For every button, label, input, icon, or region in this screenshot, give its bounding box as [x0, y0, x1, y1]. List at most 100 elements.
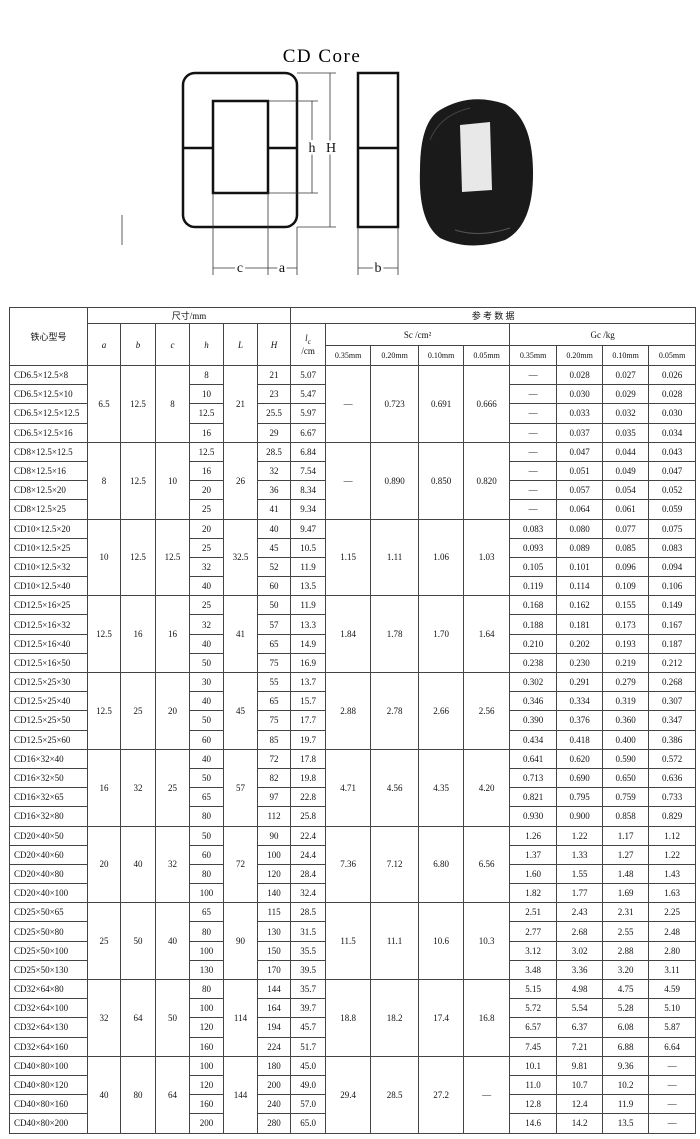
gc-cell: 0.075 [648, 518, 697, 539]
model-cell: CD16×32×65 [9, 787, 88, 808]
dim-cell: 80 [120, 1055, 156, 1134]
dim-cell: 40 [120, 825, 156, 904]
model-cell: CD10×12.5×32 [9, 556, 88, 578]
model-cell: CD8×12.5×16 [9, 460, 88, 482]
gc-cell: 0.733 [648, 787, 697, 808]
model-cell: CD8×12.5×20 [9, 480, 88, 501]
dim-cell: 80 [189, 978, 224, 1000]
gc-cell: 7.21 [556, 1036, 604, 1057]
gc-cell: — [509, 441, 558, 462]
sc-cell: 1.03 [463, 518, 511, 597]
gc-cell: 0.026 [648, 364, 697, 386]
gc-cell: 1.77 [556, 883, 604, 904]
size-header: 0.20mm [370, 345, 420, 366]
sc-cell: 29.4 [325, 1055, 372, 1134]
sc-cell: 11.5 [325, 902, 372, 980]
sc-cell: 2.66 [418, 672, 465, 750]
column-symbol: a [101, 339, 107, 350]
dim-cell: 90 [223, 902, 258, 980]
lc-cell: 22.8 [290, 787, 327, 808]
lc-cell: 14.9 [290, 633, 327, 654]
gc-cell: 1.22 [648, 844, 697, 865]
lc-cell: 24.4 [290, 844, 327, 865]
gc-cell: 0.043 [648, 441, 697, 462]
lc-cell: 25.8 [290, 806, 327, 827]
dim-cell: 75 [256, 652, 292, 674]
dim-cell: 130 [256, 921, 292, 942]
gc-cell: — [509, 403, 558, 424]
dim-cell: 57 [256, 614, 292, 635]
gc-cell: — [648, 1094, 697, 1115]
gc-cell: 0.188 [509, 614, 558, 635]
gc-cell: 0.114 [556, 576, 604, 597]
dim-label: h [309, 141, 316, 156]
gc-cell: 2.31 [602, 902, 650, 923]
column-header: 参 考 数 据 [290, 307, 697, 324]
dim-cell: 240 [256, 1094, 292, 1115]
gc-cell: 0.829 [648, 806, 697, 827]
gc-cell: 0.049 [602, 460, 650, 482]
lc-cell: 5.97 [290, 403, 327, 424]
column-subscript: c [307, 336, 311, 346]
size-header: 0.10mm [602, 345, 650, 366]
gc-cell: 5.72 [509, 998, 558, 1019]
gc-cell: — [648, 1113, 697, 1134]
lc-cell: 51.7 [290, 1036, 327, 1057]
sc-cell: 18.2 [370, 979, 420, 1057]
lc-cell: 31.5 [290, 921, 327, 942]
core-photo [419, 99, 534, 246]
lc-cell: 28.4 [290, 863, 327, 885]
gc-cell: 14.6 [509, 1113, 558, 1134]
sc-cell: 1.70 [418, 595, 465, 673]
dim-cell: 100 [189, 940, 224, 961]
dim-cell: 50 [256, 595, 292, 616]
gc-cell: 0.047 [556, 441, 604, 462]
model-cell: CD12.5×25×50 [9, 710, 88, 731]
gc-cell: 2.48 [648, 921, 697, 942]
column-header: a [87, 323, 121, 366]
model-cell: CD25×50×80 [9, 921, 88, 942]
sc-cell: 2.88 [325, 672, 372, 750]
table-row: CD16×32×80 80 112 25.8 0.930 0.900 0.858 0.829 [9, 806, 697, 827]
table-row: CD20×40×100 100 140 32.4 1.82 1.77 1.69 1.63 [9, 883, 697, 904]
sc-cell: 27.2 [418, 1055, 465, 1134]
gc-cell: 14.2 [556, 1113, 604, 1134]
gc-cell: 2.68 [556, 921, 604, 942]
lc-cell: 13.3 [290, 614, 327, 635]
lc-cell: 13.7 [290, 671, 327, 693]
lc-cell: 11.9 [290, 556, 327, 578]
table-row: CD32×64×100 100 164 39.7 5.72 5.54 5.28 5.10 [9, 998, 697, 1019]
gc-cell: 0.636 [648, 767, 697, 789]
gc-cell: 0.047 [648, 460, 697, 482]
sc-cell: 7.12 [370, 825, 420, 904]
table-row: CD16×32×50 50 82 19.8 0.713 0.690 0.650 0.636 [9, 767, 697, 789]
dim-cell: 280 [256, 1113, 292, 1134]
gc-cell: 11.0 [509, 1074, 558, 1096]
dim-cell: 32 [256, 460, 292, 482]
dim-cell: 28.5 [256, 441, 292, 462]
sc-cell: 4.35 [418, 748, 465, 827]
dim-cell: 120 [189, 1074, 224, 1096]
table-row: CD10×12.5×40 40 60 13.5 0.119 0.114 0.109 0.106 [9, 576, 697, 597]
gc-cell: 3.12 [509, 940, 558, 961]
dim-cell: 12.5 [120, 518, 156, 597]
lc-cell: 17.8 [290, 748, 327, 769]
sc-cell: 2.78 [370, 672, 420, 750]
table-row: CD16×32×40 16 32 25 40 57 72 17.8 4.71 4.56 4.35 4.… [9, 748, 697, 827]
table-row: CD16×32×65 65 97 22.8 0.821 0.795 0.759 0.733 [9, 787, 697, 808]
dim-cell: 12.5 [120, 365, 156, 443]
gc-cell: 1.48 [602, 863, 650, 885]
gc-cell: 3.02 [556, 940, 604, 961]
lc-cell: 9.47 [290, 518, 327, 539]
gc-cell: 0.173 [602, 614, 650, 635]
sc-cell: 1.06 [418, 518, 465, 597]
lc-cell: 22.4 [290, 825, 327, 846]
table-row: CD25×50×80 80 130 31.5 2.77 2.68 2.55 2.48 [9, 921, 697, 942]
dim-cell: 40 [87, 1055, 121, 1134]
gc-cell: 3.11 [648, 959, 697, 981]
gc-cell: 0.193 [602, 633, 650, 654]
dim-cell: 80 [189, 863, 224, 885]
table-row: CD6.5×12.5×10 10 23 5.47 —0.030 0.029 0.028 [9, 384, 697, 405]
